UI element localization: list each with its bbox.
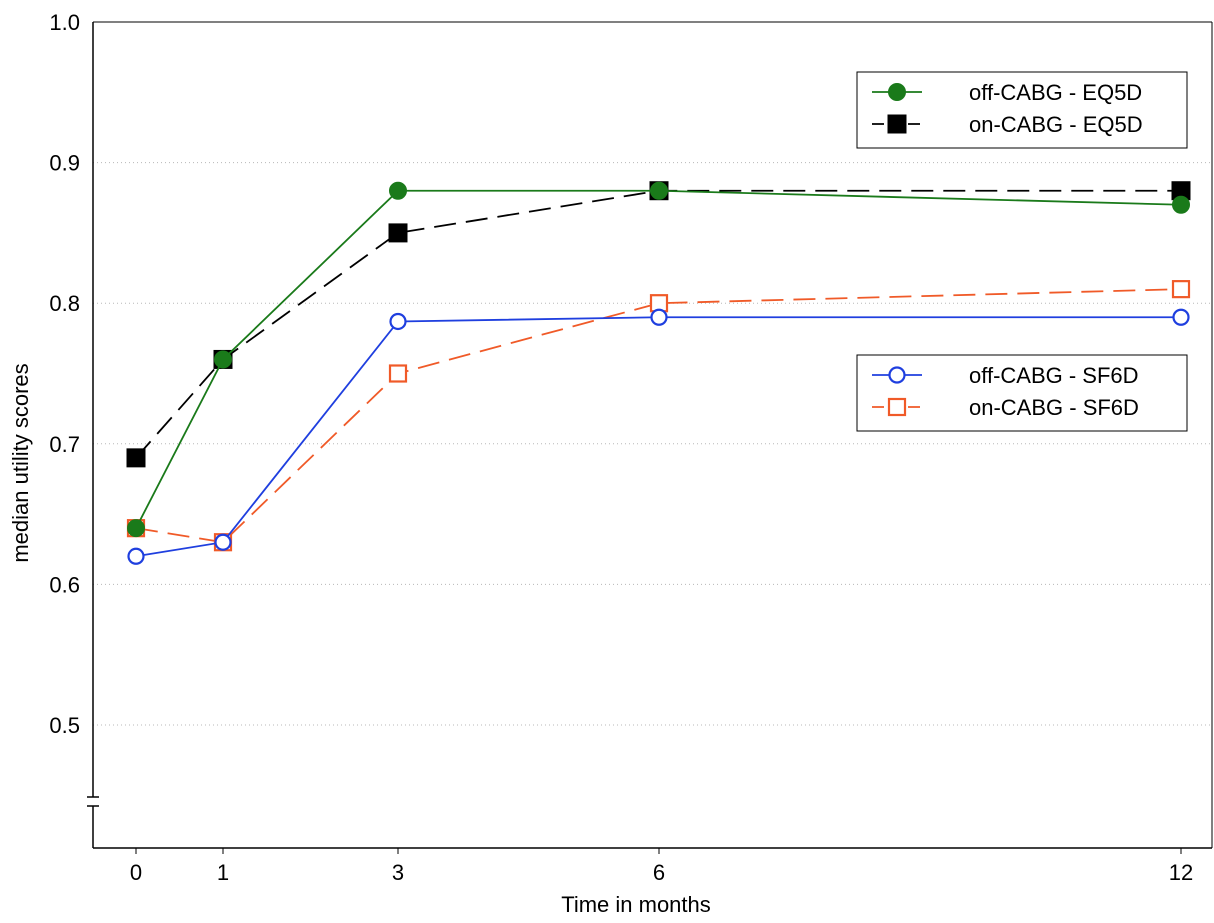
series-line	[135, 189, 1181, 459]
legend-box	[856, 71, 1188, 149]
x-tick-label: 6	[653, 860, 665, 885]
data-point	[127, 519, 145, 538]
legend-entry: off-CABG - EQ5D	[872, 80, 1142, 105]
legend-entry: on-CABG - EQ5D	[872, 112, 1143, 137]
legend-marker	[888, 366, 906, 384]
data-point	[388, 364, 408, 383]
data-point	[1172, 308, 1190, 326]
y-tick-label: 0.7	[49, 432, 80, 457]
legend-label: on-CABG - EQ5D	[969, 112, 1143, 137]
y-tick-label: 0.8	[49, 291, 80, 316]
data-point	[126, 448, 146, 468]
data-point	[388, 223, 408, 243]
y-tick-label: 1.0	[49, 10, 80, 35]
y-axis-title: median utility scores	[8, 363, 33, 562]
data-point	[1171, 280, 1191, 299]
data-point	[650, 308, 668, 326]
legend-marker	[888, 83, 906, 101]
legend-label: off-CABG - EQ5D	[969, 80, 1142, 105]
data-point	[389, 181, 407, 200]
y-tick-label: 0.5	[49, 713, 80, 738]
x-axis-title: Time in months	[561, 892, 711, 917]
legend-marker	[887, 397, 907, 417]
y-tick-label: 0.9	[49, 151, 80, 176]
data-point	[214, 350, 232, 369]
x-tick-label: 0	[130, 860, 142, 885]
legend: off-CABG - SF6D on-CABG - SF6D	[856, 354, 1188, 432]
legend-label: off-CABG - SF6D	[969, 363, 1139, 388]
series-off-cabg-eq5d	[127, 181, 1190, 538]
data-point	[127, 547, 145, 565]
legend: off-CABG - EQ5D on-CABG - EQ5D	[856, 71, 1188, 149]
legend-entry: on-CABG - SF6D	[872, 395, 1139, 420]
data-point	[214, 533, 232, 551]
x-tick-label: 12	[1169, 860, 1193, 885]
legend-entry: off-CABG - SF6D	[872, 363, 1139, 388]
data-point	[650, 181, 668, 200]
legend-marker	[887, 114, 907, 134]
series-line	[135, 316, 1181, 558]
data-point	[1172, 195, 1190, 214]
legend-label: on-CABG - SF6D	[969, 395, 1139, 420]
series-off-cabg-sf6d	[127, 308, 1190, 565]
y-tick-label: 0.6	[49, 572, 80, 597]
x-tick-label: 1	[217, 860, 229, 885]
x-tick-label: 3	[392, 860, 404, 885]
legend-box	[856, 354, 1188, 432]
data-point	[389, 312, 407, 331]
